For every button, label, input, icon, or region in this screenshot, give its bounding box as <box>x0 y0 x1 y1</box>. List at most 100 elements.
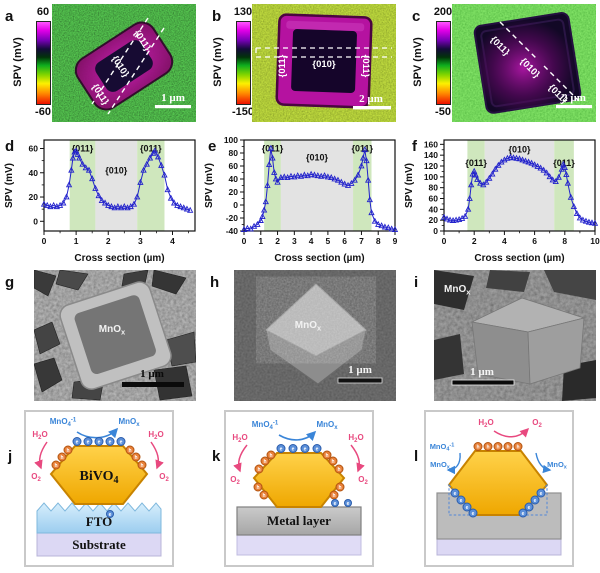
particle-label: MnOx <box>295 320 322 333</box>
electron-letter: e <box>460 498 463 504</box>
colorbar-axis-label: SPV (mV) <box>212 37 224 87</box>
electron-letter: e <box>454 491 457 497</box>
hole-letter: h <box>66 448 69 454</box>
electron-letter: e <box>334 501 337 507</box>
mnox-label: MnOx <box>316 420 338 431</box>
y-tick-label: 140 <box>424 150 438 160</box>
label-base: MnO <box>547 460 564 469</box>
cross-section-lines <box>91 17 165 115</box>
electron-sphere <box>530 495 540 505</box>
data-marker-triangle <box>60 199 67 206</box>
y-tick-label: 80 <box>429 183 439 193</box>
label-sub: 4 <box>113 475 118 486</box>
data-marker-triangle <box>585 218 593 225</box>
spv-profile-chart-f: {011}{010}{011}0 2 4 6 8 10020406080100120140… <box>404 139 600 264</box>
mnox-crystal <box>59 281 172 390</box>
data-marker-triangle <box>472 171 479 178</box>
x-tick-label: 6 <box>532 236 537 246</box>
mnox-arrow-right <box>535 452 552 474</box>
data-marker-triangle <box>549 176 556 183</box>
metal-label: Metal layer <box>267 513 331 528</box>
crystal-a <box>74 21 174 111</box>
data-marker-triangle <box>555 173 562 180</box>
y-axis-title: SPV (mV) <box>404 163 415 208</box>
y-tick-label: -40 <box>226 226 239 236</box>
spv-map-a: {011} {010} {011} 1 µm <box>52 4 196 122</box>
electron-sphere <box>288 444 298 453</box>
data-marker-triangle <box>537 164 544 171</box>
electron-sphere <box>116 437 126 446</box>
data-marker-triangle <box>274 178 281 185</box>
data-marker-triangle <box>101 199 109 206</box>
schematic-j: Substrate FTO BiVO4 MnO4-1 MnOx H2O O2 H… <box>31 417 169 557</box>
hole-letter: h <box>140 463 143 469</box>
panel-letter: l <box>414 448 419 465</box>
h2o-label-right: H2O <box>148 430 163 441</box>
y-tick-label: 100 <box>424 172 438 182</box>
data-marker-triangle <box>443 215 451 222</box>
mnox-label-left: MnOx <box>430 460 451 471</box>
facet-011-right: {011} <box>360 55 371 78</box>
substrate-layer <box>436 538 562 556</box>
colorbar-axis-label: SPV (mV) <box>412 37 424 87</box>
data-marker-triangle <box>177 203 184 210</box>
hole-sphere <box>483 442 493 451</box>
facet-band-label: {010} <box>508 144 531 154</box>
hole-sphere <box>329 490 339 500</box>
o2-label-left: O2 <box>31 472 41 483</box>
hole-letter: h <box>516 444 519 450</box>
data-marker-triangle <box>63 193 70 200</box>
o2-label-left: O2 <box>230 475 240 486</box>
data-marker-triangle <box>260 206 268 213</box>
water-arrow-top <box>493 427 530 438</box>
data-marker-triangle <box>72 147 80 154</box>
x-axis-title: Cross section (µm) <box>74 253 164 264</box>
data-marker-triangle <box>567 193 574 200</box>
data-marker-triangle <box>254 220 261 227</box>
panel-letter: j <box>8 448 13 465</box>
y-tick-label: 40 <box>29 168 39 178</box>
data-marker-triangle <box>98 196 105 204</box>
hole-sphere <box>334 464 344 474</box>
electron-letter: e <box>522 511 525 517</box>
panel-f: f {011} {010} {011} 0 2 4 6 8 10 0 20 40 60 80 100 120 1… <box>400 132 600 266</box>
x-tick-label: 6 <box>342 236 347 246</box>
data-marker-triangle <box>486 174 493 181</box>
hole-sphere <box>259 490 269 500</box>
label-base: MnO <box>430 460 447 469</box>
label-base: MnO <box>252 420 270 429</box>
x-tick-label: 5 <box>326 236 331 246</box>
colorbar <box>36 21 51 105</box>
chart-band <box>95 140 138 231</box>
panel-letter: b <box>212 8 222 25</box>
label-tail: O <box>41 430 47 439</box>
data-marker-triangle <box>573 209 581 217</box>
data-marker-triangle <box>513 154 520 161</box>
sem-image-h: MnOx 1 µm <box>234 270 396 401</box>
colorbar-min: -50 <box>435 106 451 118</box>
data-marker-triangle <box>271 168 278 175</box>
facet-011-left: {011} <box>277 54 288 77</box>
label-sub: x <box>466 288 471 297</box>
label-sub: 4 <box>446 447 450 453</box>
bivo4-crystal <box>252 452 346 508</box>
data-marker-triangle <box>561 163 568 170</box>
particle-label: MnOx <box>444 284 471 297</box>
electron-letter: e <box>540 491 543 497</box>
data-marker-triangle <box>507 153 514 160</box>
spv-map-b: {011} {010} {011} 2 µm <box>252 4 396 122</box>
h2o-label-right: H2O <box>348 433 363 444</box>
crystal-c <box>473 12 582 114</box>
hole-letter: h <box>54 463 57 469</box>
fto-layer <box>36 502 162 534</box>
electron-letter: e <box>87 439 90 445</box>
y-axis-title: SPV (mV) <box>204 163 215 208</box>
label-base: MnO <box>50 417 68 426</box>
data-marker-triangle <box>324 173 332 180</box>
data-marker-triangle <box>446 216 454 223</box>
scalebar-label: 2 µm <box>359 93 383 105</box>
hole-letter: h <box>60 455 63 461</box>
data-marker-triangle <box>440 213 448 220</box>
fto-label: FTO <box>86 514 113 529</box>
